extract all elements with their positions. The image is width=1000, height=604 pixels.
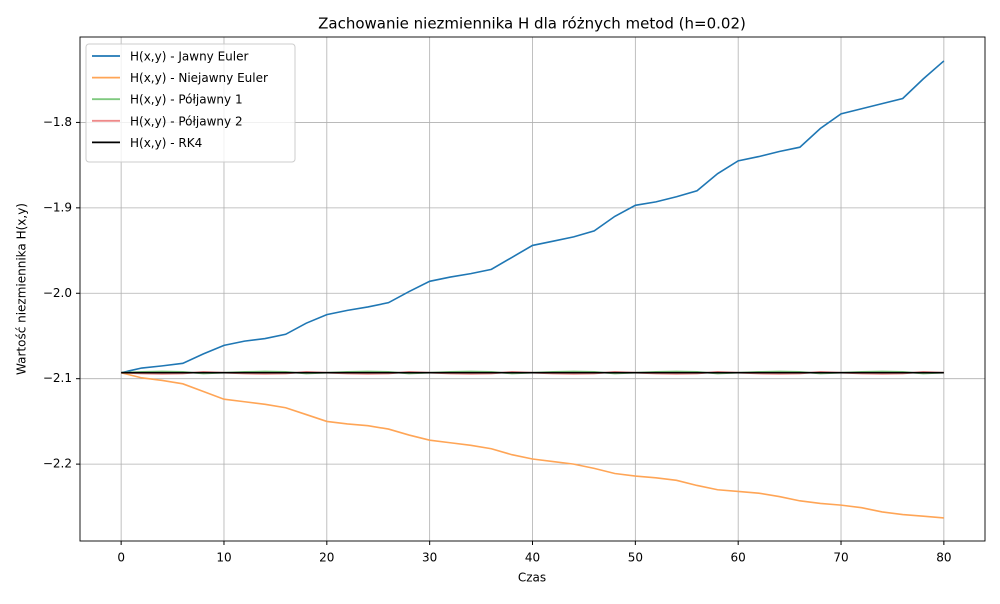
plot-frame [79, 36, 986, 542]
x-tick-label: 40 [525, 551, 540, 565]
y-tick-label: −2.2 [43, 457, 72, 471]
series-line [120, 60, 945, 374]
x-tick-label: 10 [216, 551, 231, 565]
y-tick-label: −1.8 [43, 115, 72, 129]
y-tick-label: −2.1 [43, 371, 72, 385]
legend-label: H(x,y) - Półjawny 1 [130, 93, 243, 107]
y-tick-label: −1.9 [43, 200, 72, 214]
legend-label: H(x,y) - RK4 [130, 136, 202, 150]
series-line [120, 371, 944, 519]
legend-label: H(x,y) - Niejawny Euler [130, 71, 268, 85]
legend-label: H(x,y) - Jawny Euler [130, 50, 248, 64]
y-axis-label: Wartość niezmiennika H(x,y) [15, 203, 29, 375]
x-tick-label: 80 [936, 551, 951, 565]
legend-box [85, 43, 296, 163]
legend-label: H(x,y) - Półjawny 2 [130, 114, 243, 128]
x-tick-label: 20 [319, 551, 334, 565]
x-tick-label: 50 [628, 551, 643, 565]
x-tick-label: 30 [422, 551, 437, 565]
x-axis-label: Czas [518, 571, 546, 585]
x-tick-label: 0 [117, 551, 125, 565]
y-tick-label: −2.0 [43, 286, 72, 300]
x-tick-label: 60 [731, 551, 746, 565]
chart-title: Zachowanie niezmiennika H dla różnych me… [318, 15, 746, 33]
x-tick-label: 70 [833, 551, 848, 565]
